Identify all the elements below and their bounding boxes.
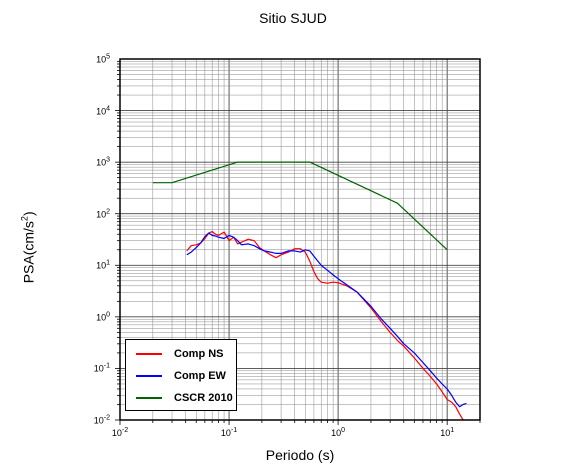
x-tick-label: 101 xyxy=(440,427,455,438)
legend-item-ns: Comp NS xyxy=(126,344,224,364)
legend-swatch-cscr xyxy=(136,397,162,399)
legend-swatch-ew xyxy=(136,375,162,377)
y-tick-label: 10-1 xyxy=(93,362,110,374)
legend-label-ew: Comp EW xyxy=(174,370,226,382)
legend-swatch-ns xyxy=(136,353,162,355)
y-axis-label-base: PSA(cm/s xyxy=(20,221,37,284)
x-axis-label: Periodo (s) xyxy=(265,447,335,463)
y-tick-label: 100 xyxy=(96,311,110,323)
chart-title: Sitio SJUD xyxy=(259,10,327,26)
x-tick-label: 10-2 xyxy=(111,427,129,438)
legend-item-ew: Comp EW xyxy=(126,366,226,386)
series-line-1 xyxy=(186,232,467,408)
y-tick-label: 105 xyxy=(96,53,110,65)
x-tick-label: 10-1 xyxy=(220,427,238,438)
y-axis-label-end: ) xyxy=(20,211,37,217)
series-line-2 xyxy=(152,161,448,251)
series-line-0 xyxy=(186,231,464,421)
legend-item-cscr: CSCR 2010 xyxy=(126,388,233,408)
y-tick-label: 104 xyxy=(96,105,110,117)
y-tick-label: 102 xyxy=(96,208,110,220)
y-axis-label-exponent: 2 xyxy=(19,216,30,222)
x-tick-label: 100 xyxy=(331,427,346,438)
legend: Comp NS Comp EW CSCR 2010 xyxy=(125,339,237,411)
plot-frame xyxy=(119,58,481,421)
y-tick-label: 103 xyxy=(96,156,110,168)
y-axis-label: PSA(cm/s2) xyxy=(20,187,37,307)
legend-label-cscr: CSCR 2010 xyxy=(174,392,233,404)
y-tick-label: 101 xyxy=(96,259,110,271)
legend-label-ns: Comp NS xyxy=(174,348,224,360)
series-layer xyxy=(152,161,467,421)
y-tick-label: 10-2 xyxy=(93,414,110,426)
